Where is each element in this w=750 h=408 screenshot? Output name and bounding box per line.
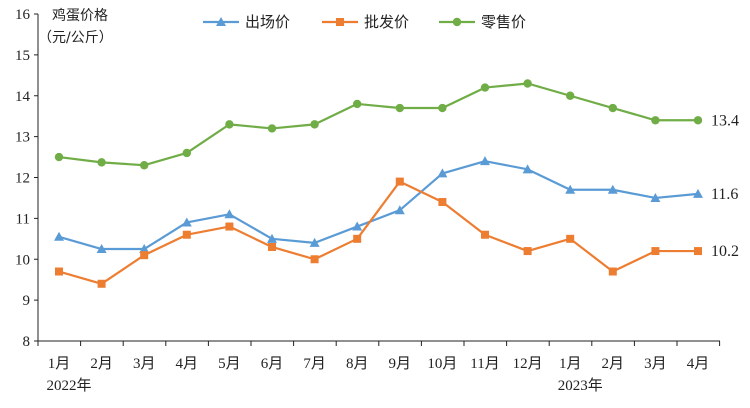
data-point-marker [310,255,319,264]
y-axis-title: 鸡蛋价格 [52,7,108,24]
x-tick-label: 1月 [48,356,71,372]
data-point-marker [395,177,404,186]
x-tick-label: 11月 [470,356,499,372]
data-point-marker [523,247,532,256]
data-point-marker [216,17,226,26]
data-point-marker [353,99,362,109]
data-point-marker [522,164,533,174]
y-axis-unit: （元/公斤） [38,30,113,46]
series-square: 10.2 [55,177,739,288]
data-point-marker [394,205,405,215]
y-tick-label: 11 [16,211,30,227]
end-value-label: 11.6 [711,186,738,203]
x-tick-label: 4月 [176,356,199,372]
data-point-marker [607,184,618,194]
data-point-marker [309,237,320,247]
data-point-marker [97,158,106,167]
data-point-marker [97,279,106,288]
data-point-marker [437,168,448,178]
series-line [58,160,699,251]
data-point-marker [566,234,575,243]
series-circle: 13.4 [54,79,739,170]
legend-label: 零售价 [481,13,526,31]
end-value-label: 10.2 [711,243,739,260]
x-tick-label: 1月 [559,356,582,372]
y-tick-label: 12 [15,171,30,187]
data-point-marker [225,120,234,129]
data-point-marker [438,198,447,207]
series-line [58,82,698,167]
data-point-marker [140,251,149,260]
y-tick-label: 16 [15,7,31,23]
data-point-marker [481,230,489,239]
data-point-marker [565,184,576,194]
x-tick-label: 10月 [427,356,457,372]
data-point-marker [693,188,703,198]
y-tick-label: 13 [15,130,30,146]
legend-label: 批发价 [364,13,409,31]
x-tick-label: 6月 [261,356,284,372]
data-point-marker [336,18,344,26]
data-point-marker [96,244,107,254]
data-point-marker [353,234,362,243]
end-value-label: 13.4 [711,112,739,129]
data-point-marker [480,156,490,166]
data-point-marker [651,247,660,256]
legend-item: 零售价 [439,13,526,31]
x-tick-label: 3月 [133,356,156,372]
data-point-marker [181,217,192,227]
data-point-marker [566,91,575,100]
data-point-marker [267,233,277,243]
data-point-marker [523,79,532,88]
legend-item: 出场价 [203,13,290,31]
y-tick-label: 15 [15,48,30,64]
series-line [58,180,698,285]
data-point-marker [352,221,363,231]
data-point-marker [651,116,660,125]
data-point-marker [480,83,490,92]
data-point-marker [267,124,277,133]
data-point-marker [54,231,64,241]
legend: 出场价 批发价 零售价 [203,13,526,31]
data-point-marker [182,148,191,158]
x-tick-label: 7月 [303,356,326,372]
data-point-marker [182,230,191,239]
axes: 8 9 10 11 12 13 14 15 16 1月 2月 3月 4月 5月 6月 7月 8月 9月 10月 11月… [15,7,721,394]
data-point-marker [139,244,150,254]
year-label: 2023年 [558,377,603,394]
x-tick-label: 3月 [644,356,667,372]
data-point-marker [452,17,462,27]
x-tick-label: 8月 [346,356,369,372]
y-tick-label: 8 [23,334,31,350]
series-triangle: 11.6 [54,156,738,254]
legend-label: 出场价 [245,13,290,31]
data-point-marker [268,242,276,251]
data-point-marker [438,103,447,113]
y-tick-label: 10 [15,252,30,268]
data-point-marker [310,120,319,129]
data-point-marker [55,267,63,276]
legend-item: 批发价 [322,13,409,31]
y-tick-label: 14 [15,89,31,105]
series-layer: 11.6 10.2 13.4 [54,79,739,288]
data-point-marker [608,267,617,276]
data-point-marker [395,103,404,113]
x-tick-label: 12月 [513,356,543,372]
x-tick-label: 2月 [90,356,113,372]
data-point-marker [225,222,234,231]
data-point-marker [140,161,149,170]
x-tick-label: 5月 [218,356,241,372]
data-point-marker [650,192,661,202]
y-tick-label: 9 [23,293,31,309]
x-tick-label: 9月 [389,356,412,372]
data-point-marker [694,247,702,256]
x-tick-label: 4月 [687,356,710,372]
data-point-marker [693,116,703,125]
data-point-marker [608,103,617,113]
data-point-marker [54,152,64,162]
x-tick-label: 2月 [602,356,625,372]
year-label: 2022年 [46,377,91,394]
data-point-marker [224,209,235,219]
